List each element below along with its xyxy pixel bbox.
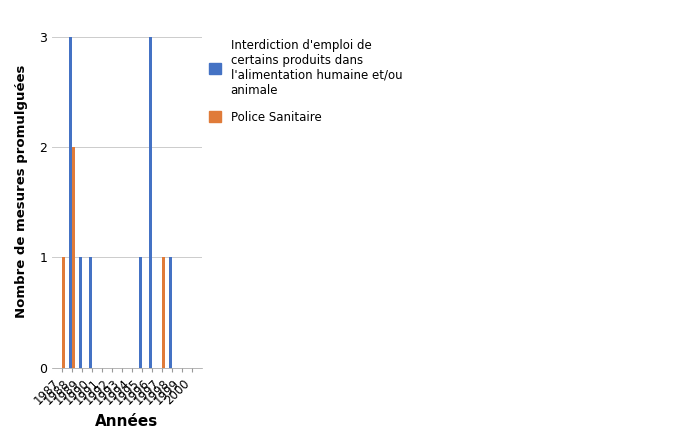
Legend: Interdiction d'emploi de
certains produits dans
l'alimentation humaine et/ou
ani: Interdiction d'emploi de certains produi… — [209, 39, 402, 124]
Bar — [139, 258, 142, 368]
Bar — [89, 258, 92, 368]
Bar — [72, 147, 75, 368]
Bar — [149, 37, 152, 368]
Bar — [79, 258, 82, 368]
Y-axis label: Nombre de mesures promulguées: Nombre de mesures promulguées — [15, 65, 28, 318]
X-axis label: Années: Années — [95, 414, 159, 429]
Bar — [69, 37, 72, 368]
Bar — [62, 258, 65, 368]
Bar — [162, 258, 165, 368]
Bar — [169, 258, 172, 368]
